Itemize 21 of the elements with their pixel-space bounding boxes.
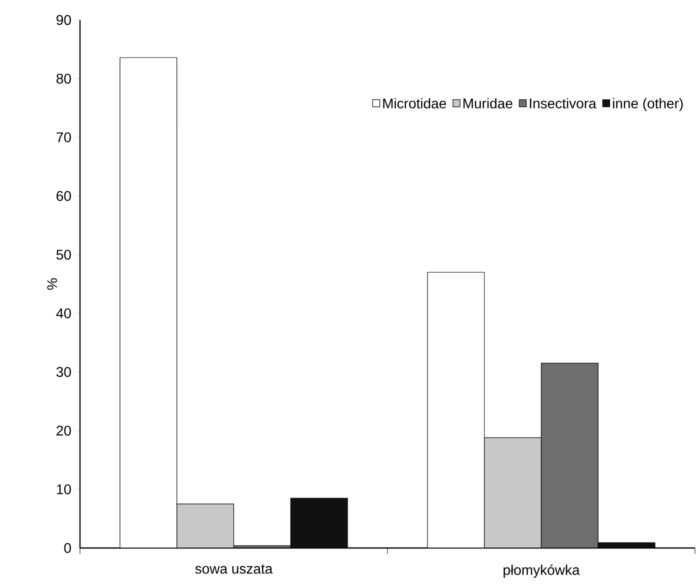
x-tick-label: sowa uszata — [195, 564, 273, 574]
y-axis-title: % — [47, 278, 58, 290]
legend-label: Muridae — [464, 98, 512, 108]
legend-label: Insectivora — [530, 98, 596, 108]
y-tick-label: 10 — [56, 484, 71, 494]
legend-label: Microtidae — [383, 98, 446, 108]
y-tick-label: 30 — [56, 367, 71, 377]
bar — [540, 362, 598, 548]
bar — [176, 504, 234, 548]
y-tick-label: 40 — [56, 308, 71, 318]
y-tick-label: 50 — [56, 250, 71, 260]
bar — [484, 437, 542, 548]
y-tick-label: 70 — [56, 132, 71, 142]
bar — [290, 498, 348, 548]
y-tick-label: 0 — [64, 543, 71, 553]
y-tick-label: 90 — [56, 15, 71, 25]
y-tick-label: 60 — [56, 191, 71, 201]
y-tick-label: 20 — [56, 426, 71, 436]
x-tick-label: płomykówka — [504, 564, 580, 578]
y-tick-label: 80 — [56, 74, 71, 84]
legend-label: inne (other) — [612, 98, 683, 112]
